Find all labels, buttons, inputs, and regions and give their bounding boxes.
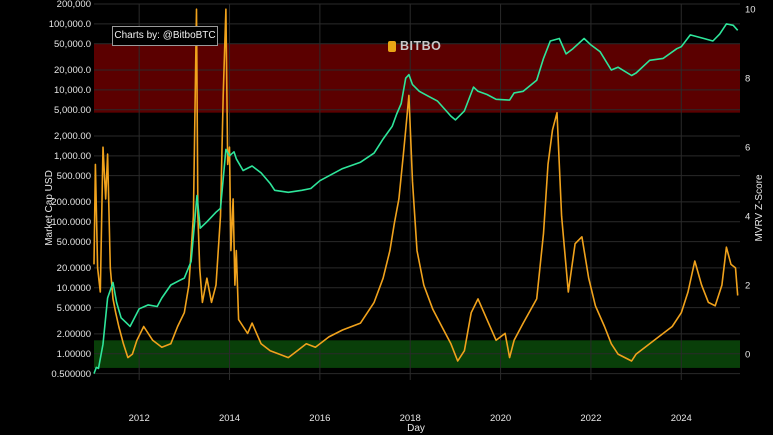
chart-credit-box: Charts by: @BitboBTC (112, 26, 218, 46)
left-tick-label: 20,000.0 (54, 65, 91, 76)
bitbo-watermark: BITBO (388, 38, 441, 54)
right-tick-label: 10 (745, 4, 756, 15)
left-tick-label: 500.000 (57, 171, 91, 182)
left-tick-label: 0.500000 (51, 369, 91, 380)
left-tick-label: 5,000.00 (54, 105, 91, 116)
left-tick-label: 10.0000 (57, 283, 91, 294)
bitbo-logo-icon (388, 40, 396, 52)
right-axis-title: MVRV Z-Score (754, 174, 765, 241)
overvalued-band (94, 43, 740, 113)
left-tick-label: 200.0000 (51, 197, 91, 208)
x-tick-label: 2016 (309, 413, 330, 424)
left-tick-label: 10,000.0 (54, 85, 91, 96)
value-bands (94, 43, 740, 368)
grid (94, 3, 740, 380)
x-tick-label: 2018 (400, 413, 421, 424)
mvrv-zscore-line (93, 8, 739, 362)
tick-labels: 0.500000 1.00000 2.00000 5.00000 10.0000 20.0… (49, 0, 756, 424)
left-tick-label: 1,000.00 (54, 151, 91, 162)
watermark-text: BITBO (400, 39, 442, 53)
right-tick-label: 0 (745, 349, 750, 360)
market-cap-line (93, 23, 739, 374)
right-tick-label: 8 (745, 73, 750, 84)
x-tick-label: 2012 (129, 413, 150, 424)
right-tick-label: 6 (745, 142, 750, 153)
x-axis-title: Day (407, 423, 425, 434)
left-tick-label: 100,000.0 (49, 19, 91, 30)
series-layer (93, 8, 739, 374)
left-tick-label: 5.00000 (57, 303, 91, 314)
x-tick-label: 2024 (671, 413, 692, 424)
left-tick-label: 2,000.00 (54, 131, 91, 142)
right-tick-label: 2 (745, 280, 750, 291)
left-tick-label: 100.0000 (51, 217, 91, 228)
left-tick-label: 50,000.0 (54, 39, 91, 50)
x-tick-label: 2014 (219, 413, 240, 424)
left-tick-label: 50.0000 (57, 237, 91, 248)
right-tick-label: 4 (745, 211, 750, 222)
left-axis-title: Market Cap USD (44, 170, 55, 246)
left-tick-label: 2.00000 (57, 329, 91, 340)
x-tick-label: 2022 (580, 413, 601, 424)
left-tick-label: 200,000 (57, 0, 91, 10)
x-tick-label: 2020 (490, 413, 511, 424)
left-tick-label: 20.0000 (57, 263, 91, 274)
left-tick-label: 1.00000 (57, 349, 91, 360)
